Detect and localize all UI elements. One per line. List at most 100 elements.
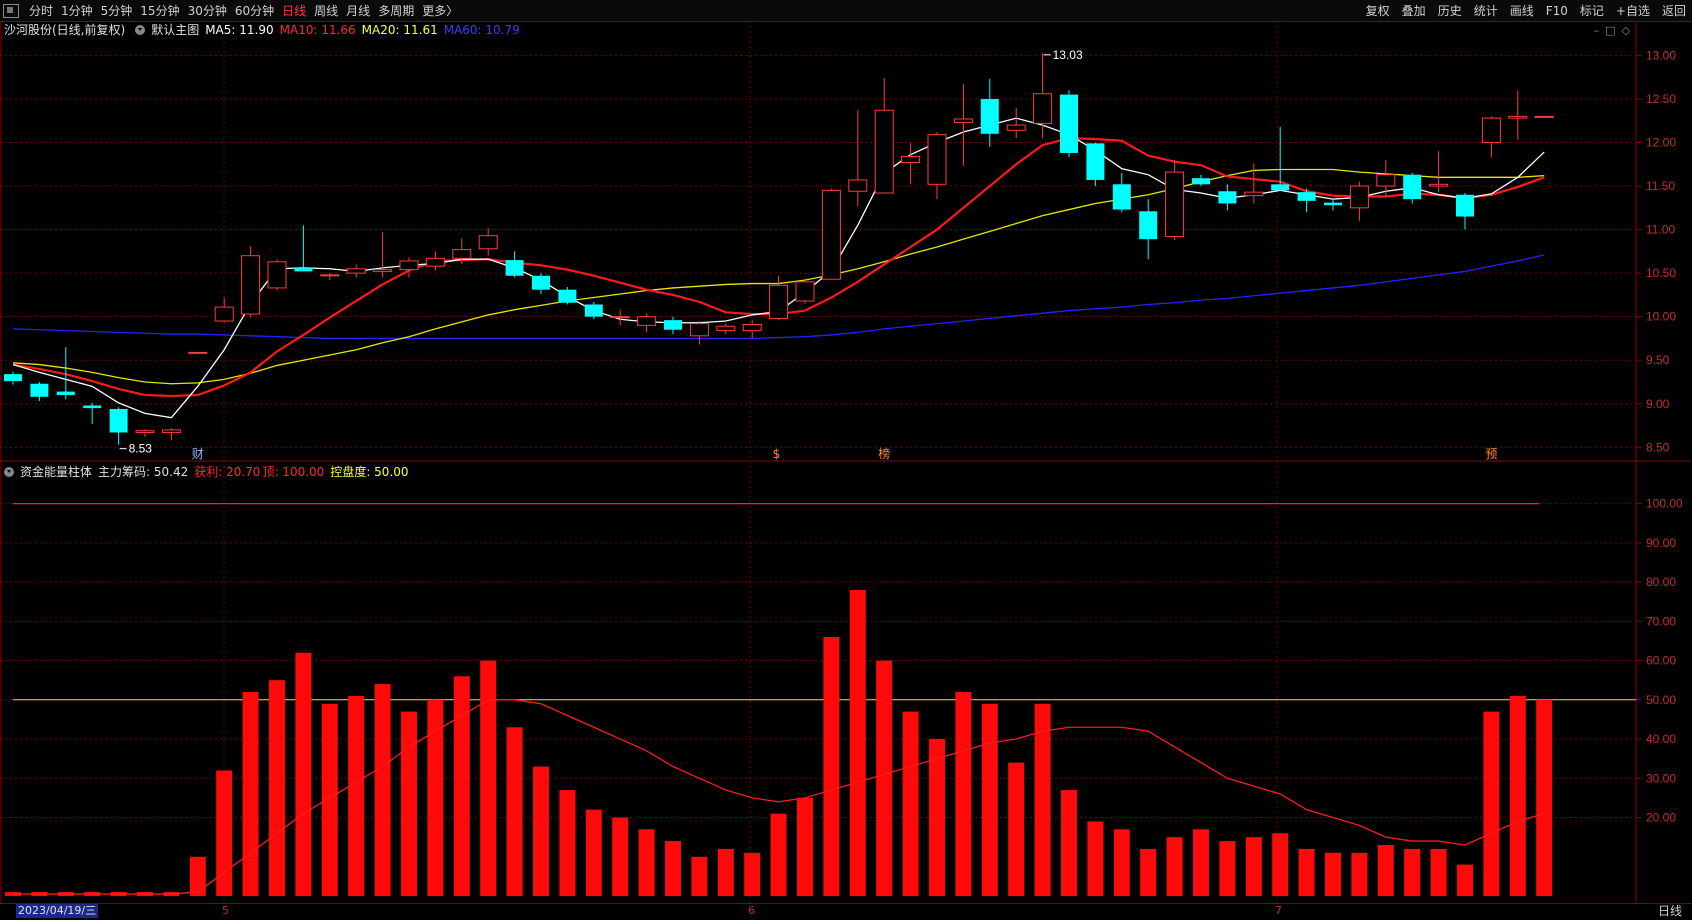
energy-bar [797,797,813,896]
dropdown-icon[interactable] [135,24,146,35]
candle-body [346,268,366,274]
diamond-icon[interactable]: ◇ [1621,24,1630,37]
candle [953,84,973,167]
event-marker: 财 [192,447,204,461]
energy-bar [1166,837,1183,896]
energy-bar [189,856,206,896]
candle-body [901,155,921,164]
energy-bar [638,829,655,896]
candle [505,251,524,278]
template-name[interactable]: 默认主图 [151,23,200,37]
y-tick-label: 70.00 [1646,614,1676,628]
candle-body [664,320,682,330]
candle [83,402,102,424]
event-marker: 预 [1485,447,1497,461]
period-tab[interactable]: 更多〉 [422,4,459,18]
energy-bar [876,660,893,896]
candle-body [795,281,815,302]
ma20-label: MA20: 11.61 [361,22,438,37]
candle [558,287,577,305]
minus-icon[interactable]: – [1593,24,1600,37]
candle [1244,163,1264,204]
candle-body [610,316,630,319]
stock-title[interactable]: 沙河股份(日线,前复权) [4,23,126,37]
candle-body [505,260,524,276]
candle-body [1006,124,1026,131]
toolbar-button[interactable]: 画线 [1509,4,1534,18]
energy-bar [374,684,391,896]
candle [267,259,287,291]
period-tab[interactable]: 5分钟 [100,4,133,18]
period-tab[interactable]: 60分钟 [234,4,275,18]
candle [716,323,736,335]
candle [1349,181,1369,221]
period-tab[interactable]: 30分钟 [187,4,227,18]
period-tab[interactable]: 月线 [346,4,371,18]
toolbar-button[interactable]: 统计 [1473,4,1498,18]
toolbar-button[interactable]: 历史 [1437,4,1462,18]
energy-bar [1351,852,1368,896]
toolbar-button[interactable]: F10 [1545,3,1568,18]
candle-body [1508,115,1528,119]
candle [1006,107,1026,139]
candle [874,78,894,194]
y-tick-label: 12.50 [1646,92,1676,106]
candle-body [1324,202,1342,206]
energy-bar [1245,837,1262,896]
y-tick-label: 12.00 [1646,136,1676,150]
cursor-date: 2023/04/19/三 [16,904,99,918]
window-icon[interactable] [3,3,19,18]
candle-body [1534,115,1554,118]
candle [109,407,128,445]
energy-bar [427,699,444,896]
candle-body [689,323,709,337]
energy-bar [665,841,681,896]
candle [425,251,445,271]
y-tick-label: 13.00 [1646,48,1676,62]
dropdown-icon[interactable] [4,466,14,477]
y-tick-label: 100.00 [1646,497,1683,511]
y-tick-label: 10.00 [1646,310,1676,324]
event-marker: 榜 [878,446,890,461]
period-tab[interactable]: 分时 [29,4,54,18]
square-icon[interactable]: □ [1605,24,1616,37]
period-tab[interactable]: 多周期 [378,4,415,18]
candle-body [532,275,550,290]
period-tab[interactable]: 日线 [282,4,307,18]
period-tab[interactable]: 1分钟 [61,4,93,18]
candle-body [1271,184,1290,191]
indicator-name[interactable]: 资金能量柱体 [20,465,93,479]
candle [795,278,815,304]
candle-body [1403,174,1422,200]
candle [1508,90,1528,140]
period-indicator[interactable]: 日线 [1657,904,1682,918]
candle [241,246,261,318]
energy-bar [506,727,523,896]
toolbar-button[interactable]: 叠加 [1401,4,1426,18]
candle [901,143,921,185]
candle [56,347,75,400]
price-annotation: 8.53 [129,442,153,456]
candle [1429,151,1449,193]
candle [399,257,419,278]
energy-bar [744,852,761,896]
candle [532,273,550,295]
toolbar-button[interactable]: 返回 [1661,4,1686,18]
candle-body [637,316,657,326]
toolbar-button[interactable]: 复权 [1365,4,1390,18]
candle [1139,199,1158,260]
period-tab[interactable]: 周线 [314,4,339,18]
period-tab[interactable]: 15分钟 [140,4,180,18]
toolbar-button[interactable]: +自选 [1615,4,1650,18]
candle [1297,188,1316,213]
candle-body [1376,174,1396,187]
y-tick-label: 90.00 [1646,536,1676,550]
toolbar-button[interactable]: 标记 [1579,4,1604,18]
candle [584,301,603,320]
candle-body [452,249,472,259]
energy-bar [295,652,312,896]
panel-controls: – □ ◇ [1594,24,1630,37]
candle [1403,172,1422,204]
energy-bar [955,691,972,896]
